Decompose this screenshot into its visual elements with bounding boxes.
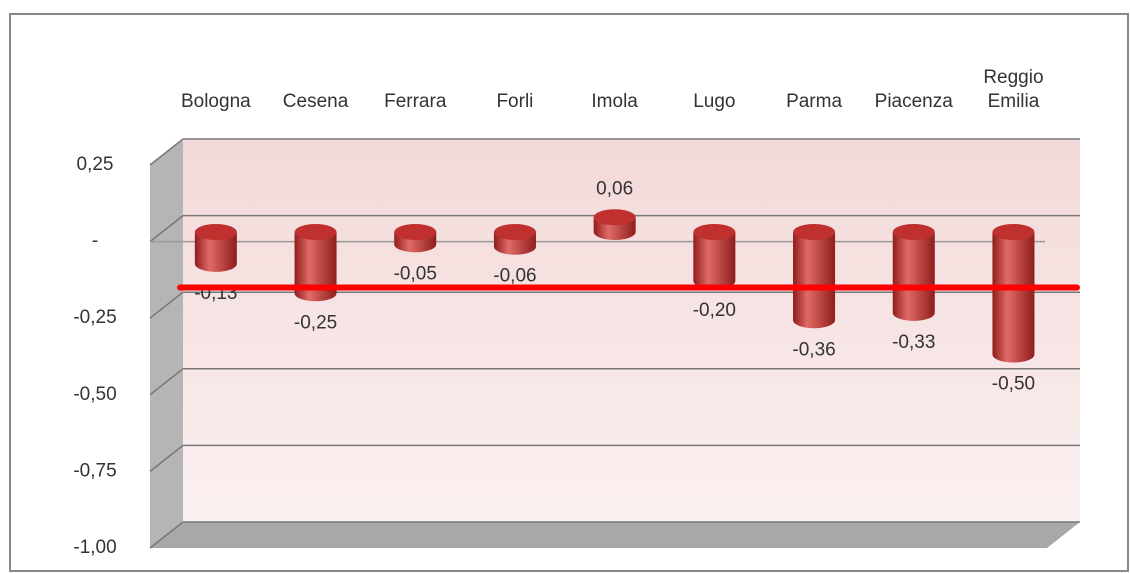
y-tick-label: 0,25 xyxy=(77,154,114,175)
bar-body xyxy=(194,232,237,272)
data-label: -0,33 xyxy=(892,332,935,353)
x-tick-label: Bologna xyxy=(180,91,251,112)
bar xyxy=(892,224,935,321)
x-tick-label: Imola xyxy=(591,91,638,112)
bar-body xyxy=(693,232,736,290)
y-tick-label: -0,50 xyxy=(73,384,116,405)
bar xyxy=(194,224,237,272)
bar xyxy=(593,209,636,240)
back-wall xyxy=(183,140,1080,522)
bar xyxy=(793,224,836,329)
bar-top xyxy=(394,224,437,240)
data-label: -0,25 xyxy=(294,312,337,333)
y-tick-label: -0,75 xyxy=(73,460,116,481)
y-tick-label: -1,00 xyxy=(73,537,116,558)
grid-line-side xyxy=(149,444,184,472)
bar-body xyxy=(793,232,836,329)
x-tick-label: Cesena xyxy=(282,91,349,112)
bar-top xyxy=(194,224,237,240)
data-label: -0,05 xyxy=(394,263,437,284)
x-tick-label: Forli xyxy=(496,91,534,112)
bar xyxy=(493,224,536,255)
bar-top xyxy=(593,209,636,226)
bar-top xyxy=(294,224,337,240)
bar xyxy=(992,224,1035,363)
x-tick-label: Reggio Emilia xyxy=(983,67,1044,112)
grid-line-side xyxy=(149,138,184,166)
x-tick-label: Lugo xyxy=(693,91,736,112)
floor xyxy=(150,522,1080,548)
bar-body xyxy=(992,232,1035,363)
data-label: 0,06 xyxy=(596,178,633,199)
side-wall xyxy=(150,140,183,548)
x-tick-label: Piacenza xyxy=(874,91,953,112)
grid-line-side xyxy=(149,291,184,319)
data-label: -0,06 xyxy=(493,266,536,287)
x-tick-label: Parma xyxy=(786,91,843,112)
data-label: -0,36 xyxy=(792,339,835,360)
bar-top xyxy=(493,224,536,240)
bar xyxy=(294,224,337,302)
grid-line-side xyxy=(149,368,184,396)
bar-top xyxy=(892,224,935,240)
bar-body xyxy=(892,232,935,321)
frame xyxy=(9,13,1129,572)
data-label: -0,20 xyxy=(693,300,736,321)
x-tick-label: Ferrara xyxy=(384,91,447,112)
y-tick-label: -0,25 xyxy=(73,307,116,328)
bar-top xyxy=(793,224,836,240)
bar-body xyxy=(294,232,337,302)
grid-line-side xyxy=(149,521,184,549)
bar xyxy=(693,224,736,290)
y-tick-label: - xyxy=(92,231,98,252)
data-label: -0,50 xyxy=(992,374,1035,395)
grid-line-side xyxy=(149,215,184,243)
bar xyxy=(394,224,437,253)
bar-top xyxy=(992,224,1035,240)
bar-top xyxy=(693,224,736,240)
